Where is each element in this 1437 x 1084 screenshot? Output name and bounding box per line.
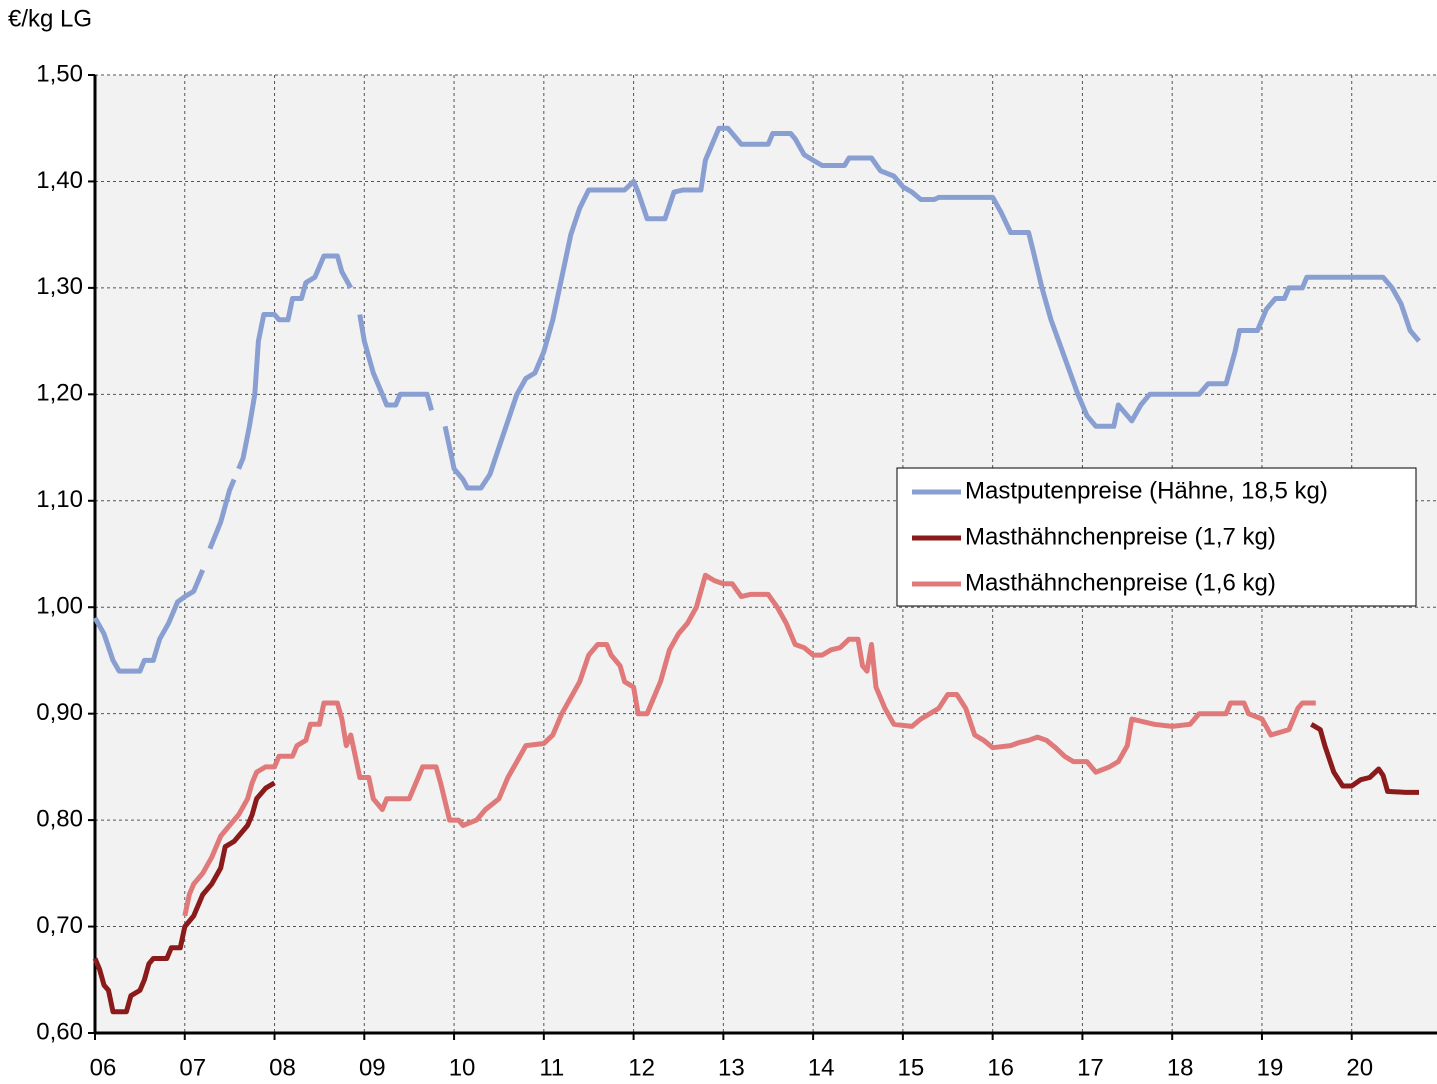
x-tick-label: 10 (449, 1054, 476, 1081)
legend-box (896, 467, 1417, 607)
legend-label: Mastputenpreise (Hähne, 18,5 kg) (965, 477, 1328, 504)
x-tick-label: 07 (179, 1054, 206, 1081)
series-line (1310, 722, 1419, 795)
y-axis-label: €/kg LG (8, 5, 92, 32)
series-line (207, 478, 237, 550)
series-line (92, 780, 276, 1015)
x-tick-label: 16 (987, 1054, 1014, 1081)
y-tick-label: 1,30 (36, 273, 83, 300)
x-tick-label: 15 (898, 1054, 925, 1081)
y-tick-label: 0,60 (36, 1018, 83, 1045)
legend-label: Masthähnchenpreise (1,6 kg) (965, 569, 1276, 596)
x-tick-label: 20 (1346, 1054, 1373, 1081)
x-tick-label: 19 (1257, 1054, 1284, 1081)
series-line (357, 314, 435, 411)
series-line (92, 569, 206, 674)
series-line (182, 572, 1316, 917)
x-tick-label: 09 (359, 1054, 386, 1081)
y-tick-label: 1,00 (36, 593, 83, 620)
x-tick-label: 12 (628, 1054, 655, 1081)
x-tick-label: 18 (1167, 1054, 1194, 1081)
y-tick-label: 1,20 (36, 380, 83, 407)
x-tick-label: 11 (539, 1054, 564, 1081)
y-tick-label: 1,50 (36, 60, 83, 87)
x-tick-label: 08 (269, 1054, 296, 1081)
y-tick-label: 0,70 (36, 912, 83, 939)
x-tick-label: 17 (1077, 1054, 1104, 1081)
y-tick-label: 0,90 (36, 699, 83, 726)
series-line (442, 125, 1421, 491)
x-tick-label: 13 (718, 1054, 745, 1081)
series-line (236, 253, 353, 470)
legend-label: Masthähnchenpreise (1,7 kg) (965, 523, 1276, 550)
x-tick-label: 06 (90, 1054, 117, 1081)
y-tick-label: 0,80 (36, 805, 83, 832)
x-tick-label: 14 (808, 1054, 835, 1081)
y-tick-label: 1,10 (36, 486, 83, 513)
y-tick-label: 1,40 (36, 167, 83, 194)
